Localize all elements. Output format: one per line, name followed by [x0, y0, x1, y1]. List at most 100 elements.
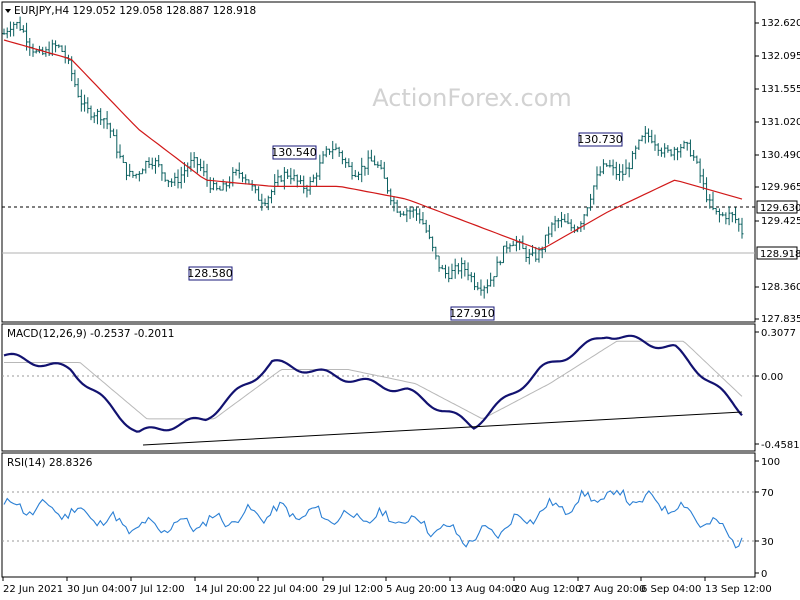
price-bar [73, 69, 77, 88]
watermark: ActionForex.com [372, 84, 572, 112]
price-bar [350, 161, 354, 180]
price-bar [170, 178, 174, 188]
price-bar [327, 148, 331, 155]
price-bar [415, 207, 419, 221]
x-tick-label: 14 Jul 20:00 [195, 584, 255, 595]
price-bar [408, 206, 412, 220]
price-bar [659, 147, 663, 157]
macd-signal-line [4, 340, 743, 420]
price-bar [176, 169, 180, 189]
support-level-badge: 129.630 [756, 200, 800, 214]
price-bar [131, 170, 135, 178]
last-price-text: 128.918 [760, 249, 800, 260]
price-bar [427, 224, 431, 240]
macd-panel-frame [1, 323, 756, 452]
price-bar [279, 174, 283, 183]
price-bar [112, 128, 116, 137]
price-bar [711, 191, 715, 211]
price-bar [495, 256, 499, 278]
price-bar [663, 143, 667, 158]
price-bar [601, 159, 605, 175]
callout-127910-label: 127.910 [449, 307, 495, 320]
price-bar [585, 207, 589, 217]
price-bar [614, 161, 618, 180]
price-bar [337, 146, 341, 157]
price-bar [647, 128, 651, 143]
price-bar [550, 222, 554, 238]
price-bar [598, 166, 602, 177]
price-bar [701, 168, 705, 190]
price-bar [128, 163, 132, 177]
price-bar [269, 189, 273, 204]
price-bar [263, 198, 267, 207]
macd-main-line [3, 334, 743, 433]
price-bar [421, 212, 425, 225]
price-bar [569, 219, 573, 232]
price-bar [83, 94, 87, 112]
price-bar [366, 150, 370, 175]
price-bar [514, 235, 518, 252]
price-bar [717, 208, 721, 223]
price-bar [737, 217, 741, 232]
price-bar [315, 172, 319, 187]
price-bar [124, 162, 128, 181]
price-bar [147, 157, 151, 169]
dropdown-triangle-icon [5, 9, 11, 13]
price-panel-header: EURJPY,H4 129.052 129.058 128.887 128.91… [5, 5, 256, 17]
price-bar [273, 174, 277, 195]
price-bar [302, 175, 306, 194]
price-bar [292, 169, 296, 182]
price-bar [698, 158, 702, 184]
price-bar [344, 157, 348, 168]
price-bar [86, 97, 90, 114]
price-bar [356, 171, 360, 181]
x-tick-label: 22 Jun 2021 [3, 584, 63, 595]
price-bar [12, 21, 16, 37]
price-bar [240, 171, 244, 183]
price-bar [266, 195, 270, 211]
price-bar [627, 162, 631, 178]
price-bar [643, 125, 647, 144]
price-bar [450, 263, 454, 280]
macd-tick-label: -0.4581 [761, 440, 800, 451]
macd-y-axis: 0.3077 0.00 -0.4581 [755, 328, 800, 451]
price-bar [547, 226, 551, 244]
price-bar [321, 151, 325, 164]
price-bar [150, 157, 154, 170]
x-tick-label: 29 Jul 12:00 [323, 584, 383, 595]
x-tick-label: 22 Jul 04:00 [258, 584, 318, 595]
price-bar [137, 171, 141, 182]
price-bar [15, 21, 19, 29]
price-bar [224, 182, 228, 192]
price-bar [8, 21, 12, 37]
price-bar [60, 45, 64, 52]
support-level-text: 129.630 [760, 203, 800, 214]
price-bar [54, 40, 58, 53]
price-bar [105, 111, 109, 130]
price-bar [5, 27, 9, 39]
rsi-header-text: RSI(14) 28.8326 [7, 457, 93, 469]
price-bar [347, 158, 351, 168]
price-bar [543, 234, 547, 253]
price-bar [605, 163, 609, 167]
price-bar [353, 169, 357, 178]
price-bar [160, 164, 164, 181]
price-tick-label: 131.020 [761, 117, 800, 128]
macd-tick-label: 0.00 [761, 372, 783, 383]
price-bar [630, 151, 634, 170]
price-bar [666, 145, 670, 153]
price-bar [476, 282, 480, 291]
price-tick-label: 128.360 [761, 282, 800, 293]
price-bar [382, 161, 386, 179]
price-bar [286, 169, 290, 179]
price-bar [740, 217, 744, 239]
callout-127910: 127.910 [449, 306, 495, 321]
price-bar [99, 108, 103, 126]
price-bar [379, 159, 383, 170]
rsi-tick-label: 70 [761, 488, 774, 499]
price-bar [211, 177, 215, 191]
price-bar [589, 193, 593, 211]
price-bar [144, 160, 148, 174]
price-tick-label: 131.555 [761, 84, 800, 95]
